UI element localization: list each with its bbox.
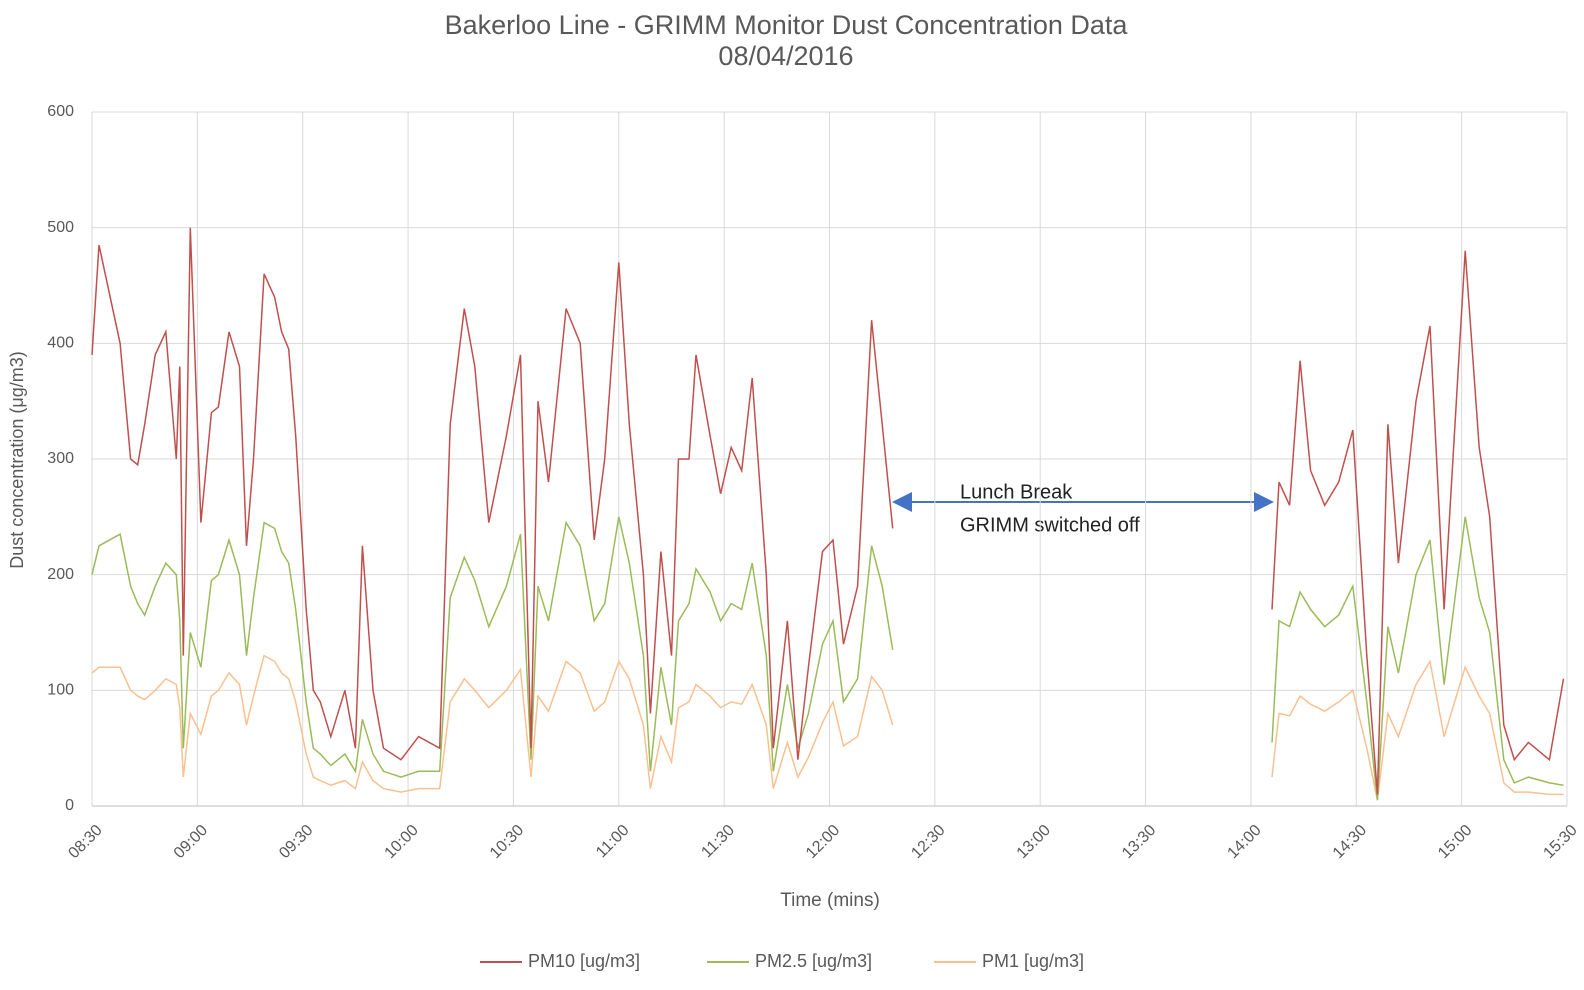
x-tick-label: 12:00 (803, 822, 843, 862)
y-tick-label: 500 (47, 219, 74, 236)
x-tick-label: 11:00 (593, 822, 633, 862)
data-line (91, 227, 1565, 795)
x-tick-label: 08:30 (65, 822, 105, 862)
x-tick-label: 12:30 (908, 822, 948, 862)
legend-label: PM10 [ug/m3] (528, 951, 640, 971)
y-tick-label: 400 (47, 335, 74, 352)
y-tick-label: 0 (65, 797, 74, 814)
x-tick-label: 15:30 (1540, 822, 1580, 862)
data-line (91, 654, 1564, 801)
x-tick-label: 10:30 (487, 822, 527, 862)
x-tick-label: 14:30 (1330, 822, 1370, 862)
x-tick-label: 10:00 (382, 822, 422, 862)
chart-title: Bakerloo Line - GRIMM Monitor Dust Conce… (445, 10, 1129, 40)
x-tick-label: 11:30 (698, 822, 738, 862)
x-tick-label: 14:00 (1224, 822, 1264, 862)
x-tick-label: 09:00 (171, 822, 211, 862)
legend-label: PM1 [ug/m3] (982, 951, 1084, 971)
y-axis-label: Dust concentration (μg/m3) (7, 351, 27, 568)
x-tick-label: 15:00 (1435, 822, 1475, 862)
y-tick-label: 100 (47, 682, 74, 699)
y-tick-label: 300 (47, 450, 74, 467)
data-line (91, 516, 1564, 801)
chart-subtitle: 08/04/2016 (718, 41, 853, 71)
y-tick-label: 200 (47, 566, 74, 583)
x-axis-label: Time (mins) (780, 890, 880, 911)
x-tick-label: 09:30 (276, 822, 316, 862)
x-tick-label: 13:30 (1119, 822, 1159, 862)
annotation: GRIMM switched off (960, 514, 1140, 536)
x-tick-label: 13:00 (1014, 822, 1054, 862)
y-tick-label: 600 (47, 103, 74, 120)
legend-label: PM2.5 [ug/m3] (755, 951, 872, 971)
annotation: Lunch Break (960, 481, 1073, 503)
